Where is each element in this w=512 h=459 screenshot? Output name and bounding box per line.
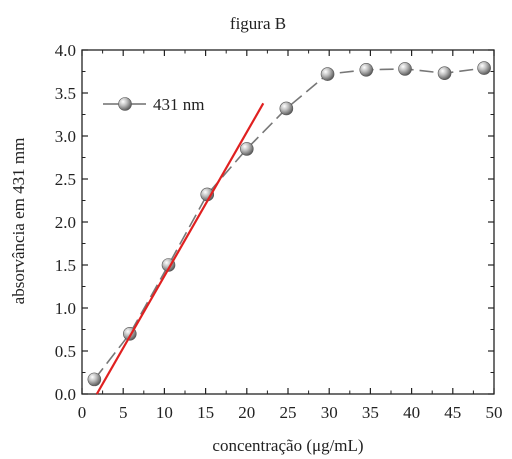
x-tick-label: 0	[78, 403, 87, 422]
legend-label: 431 nm	[153, 95, 204, 114]
y-axis: 0.0 0.5 1.0 1.5 2.0 2.5 3.0 3.5 4.0	[55, 41, 494, 404]
y-tick-label: 3.0	[55, 127, 76, 146]
x-axis: 0 5 10 15 20 25 30 35 40 45 50	[78, 50, 503, 422]
x-tick-label: 35	[362, 403, 379, 422]
data-point	[437, 66, 452, 81]
plot-frame	[81, 49, 495, 395]
y-tick-label: 4.0	[55, 41, 76, 60]
legend: 431 nm	[103, 95, 204, 114]
x-tick-label: 20	[238, 403, 255, 422]
x-tick-label: 5	[119, 403, 128, 422]
x-tick-label: 30	[321, 403, 338, 422]
y-tick-label: 0.5	[55, 342, 76, 361]
data-point	[477, 61, 491, 75]
data-point	[240, 142, 254, 156]
y-tick-label: 3.5	[55, 84, 76, 103]
x-tick-label: 40	[403, 403, 420, 422]
data-point	[359, 62, 374, 77]
y-tick-label: 1.5	[55, 256, 76, 275]
x-axis-label: concentração (μg/mL)	[212, 436, 363, 455]
data-point	[87, 372, 102, 387]
legend-marker	[118, 97, 132, 111]
y-tick-label: 2.5	[55, 170, 76, 189]
x-tick-label: 15	[197, 403, 214, 422]
y-tick-label: 1.0	[55, 299, 76, 318]
x-tick-label: 10	[156, 403, 173, 422]
y-tick-label: 2.0	[55, 213, 76, 232]
x-tick-label: 50	[486, 403, 503, 422]
annotation-layer	[95, 102, 265, 395]
data-point	[279, 101, 294, 116]
x-tick-label: 25	[280, 403, 297, 422]
y-tick-label: 0.0	[55, 385, 76, 404]
series-layer	[87, 61, 491, 387]
series-line	[93, 67, 485, 380]
x-tick-label: 45	[444, 403, 461, 422]
data-point	[398, 62, 412, 76]
y-axis-label: absorvância em 431 mm	[9, 138, 28, 305]
data-point	[320, 67, 335, 81]
chart-title: figura B	[230, 14, 286, 33]
trend-line	[95, 102, 265, 395]
